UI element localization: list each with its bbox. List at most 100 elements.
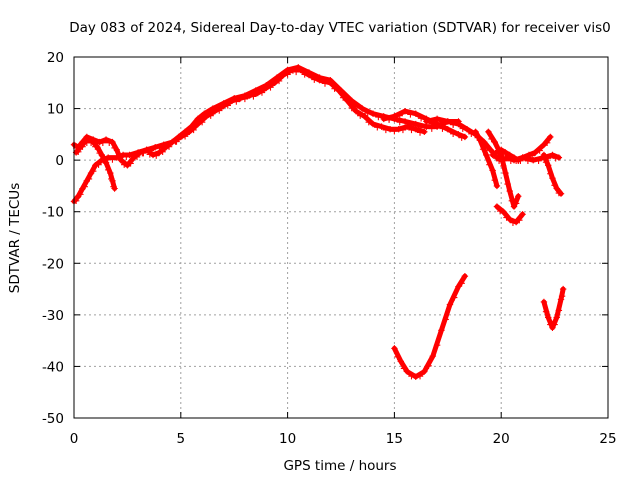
data-point <box>181 128 189 135</box>
data-point <box>172 138 179 145</box>
y-tick-label: -20 <box>42 256 64 272</box>
data-point <box>551 321 558 328</box>
data-point <box>421 368 428 375</box>
data-point <box>444 118 451 125</box>
data-point <box>90 138 97 146</box>
data-point <box>153 152 160 159</box>
data-point <box>506 216 513 223</box>
data-point <box>433 115 441 123</box>
x-tick-label: 25 <box>599 431 616 447</box>
data-point <box>85 136 93 143</box>
data-point <box>391 113 398 120</box>
data-point <box>553 314 560 321</box>
data-point <box>300 68 307 76</box>
data-point <box>476 136 484 143</box>
data-point <box>394 353 401 361</box>
data-point <box>284 66 291 74</box>
data-point <box>311 73 318 81</box>
data-point <box>332 84 339 91</box>
data-point <box>485 128 492 135</box>
data-point <box>404 368 411 375</box>
data-point <box>543 139 551 147</box>
data-point <box>407 121 414 128</box>
series-arc-l <box>540 285 567 331</box>
data-point <box>75 148 82 156</box>
data-point <box>510 154 518 161</box>
data-point <box>455 283 462 290</box>
series-arc-h <box>489 133 554 165</box>
data-point <box>516 216 523 224</box>
data-point <box>109 156 116 163</box>
grid <box>74 57 608 418</box>
data-point <box>361 113 368 120</box>
x-tick-label: 15 <box>386 431 403 447</box>
data-point <box>220 100 227 107</box>
data-point <box>396 112 403 119</box>
data-point <box>214 104 222 112</box>
data-point <box>102 159 110 166</box>
data-point <box>428 118 435 126</box>
data-point <box>408 372 415 380</box>
data-point <box>268 80 275 87</box>
data-point <box>412 110 419 117</box>
data-point <box>305 69 313 76</box>
data-point <box>540 141 548 148</box>
data-point <box>126 151 133 159</box>
data-point <box>519 154 526 161</box>
data-point <box>191 121 198 128</box>
data-point <box>439 118 446 126</box>
data-point <box>113 146 120 154</box>
data-point <box>143 146 150 154</box>
ticks: 0 5 10 15 20 25 20 10 0 -10 -20 -30 -40 -50 <box>42 50 617 447</box>
data-point <box>468 130 475 137</box>
data-point <box>107 169 114 177</box>
data-point <box>542 308 550 315</box>
data-point <box>162 144 170 151</box>
data-point <box>544 314 552 321</box>
data-point <box>425 362 432 370</box>
data-point <box>446 301 454 308</box>
data-point <box>175 133 182 141</box>
data-point <box>395 126 402 133</box>
data-point <box>120 161 128 168</box>
data-point <box>369 110 377 117</box>
data-point <box>156 149 163 156</box>
data-point <box>479 146 487 153</box>
data-point <box>506 187 513 195</box>
data-point <box>455 131 462 138</box>
data-point <box>459 125 466 132</box>
data-point <box>146 151 154 158</box>
x-tick-label: 5 <box>177 431 186 447</box>
data-point <box>327 77 334 84</box>
data-point <box>364 109 371 117</box>
data-point <box>337 87 345 94</box>
data-point <box>124 162 131 169</box>
plot-frame <box>73 56 609 419</box>
data-point <box>374 124 381 131</box>
data-point <box>77 191 84 198</box>
data-point <box>455 120 462 128</box>
data-point <box>279 72 286 79</box>
data-point <box>194 115 202 123</box>
data-point <box>429 352 437 360</box>
data-point <box>99 139 107 147</box>
chart-title: Day 083 of 2024, Sidereal Day-to-day VTE… <box>69 20 611 36</box>
data-point <box>535 157 542 165</box>
series-arc-a <box>70 66 428 205</box>
data-point <box>92 162 99 169</box>
data-point <box>416 372 424 380</box>
data-point <box>369 120 377 128</box>
data-point <box>149 151 157 159</box>
data-point <box>522 155 529 162</box>
series-trace <box>71 67 427 204</box>
data-point <box>252 87 259 94</box>
data-point <box>558 293 566 300</box>
data-point <box>348 97 355 105</box>
data-point <box>382 126 390 134</box>
y-tick-label: 0 <box>55 153 64 169</box>
data-point <box>416 129 424 136</box>
data-point <box>257 86 265 94</box>
data-point <box>552 155 559 162</box>
data-point <box>400 365 408 372</box>
data-point <box>496 207 504 215</box>
